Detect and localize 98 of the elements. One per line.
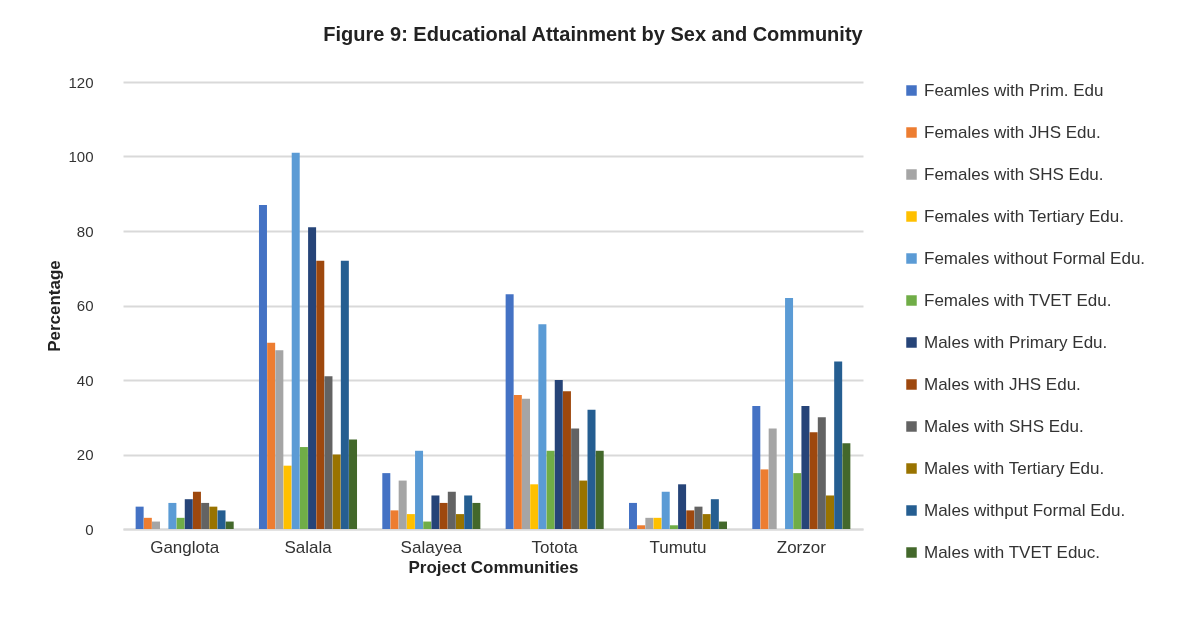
y-tick-label: 100 [68,148,94,165]
bar [283,465,292,529]
bar [258,204,267,529]
bar [645,517,654,529]
bar [505,294,514,529]
bar [464,495,473,529]
bar [455,514,464,529]
bar [562,391,571,529]
bar [793,473,802,529]
legend-label: Males with SHS Edu. [924,416,1084,436]
bar [686,510,695,529]
legend-label: Males with TVET Educ. [924,542,1101,562]
bar [308,227,317,529]
bar [702,514,711,529]
y-tick-label: 40 [76,371,94,389]
legend-label: Males withput Formal Edu. [924,500,1126,520]
bar [316,260,325,529]
bar [152,521,161,529]
bar [628,502,637,529]
bar [801,406,810,529]
bar [587,409,596,529]
bar [530,484,539,529]
bar [168,502,177,529]
x-tick-label: Zorzor [776,537,827,557]
bar [176,517,185,529]
bar [513,394,522,529]
y-axis-title: Percentage [45,260,65,352]
y-tick-label: 60 [76,297,94,314]
bar [415,450,424,529]
bar [546,450,555,529]
bar [439,502,448,529]
y-tick-label: 120 [68,73,94,91]
bar [291,152,300,529]
bar [809,432,818,529]
bar [332,454,341,529]
bar [595,450,604,529]
bar [225,521,234,529]
bar [760,469,769,529]
x-tick-label: Ganglota [150,537,220,557]
bar [842,443,851,529]
bar [653,517,662,529]
y-tick-label: 0 [85,520,94,538]
bar [406,514,415,529]
x-tick-label: Totota [531,537,579,557]
y-tick-label: 20 [76,446,94,463]
bar [637,525,646,529]
x-tick-label: Tumutu [649,537,707,557]
bar [694,506,703,529]
bar [522,398,531,529]
legend-label: Females without Formal Edu. [924,248,1146,268]
bar [217,510,226,529]
bar [538,324,547,529]
bar [678,484,687,529]
legend-label: Feamles with Prim. Edu [924,80,1104,100]
bar [768,428,777,529]
bar [472,502,481,529]
bar [398,480,407,529]
x-tick-label: Salayea [400,537,463,557]
x-axis-title: Project Communities [408,557,579,577]
bar [431,495,440,529]
bar [209,506,218,529]
legend-label: Females with JHS Edu. [924,122,1101,142]
bar [135,506,144,529]
bar [349,439,358,529]
bar [710,499,719,529]
legend-label: Females with Tertiary Edu. [924,206,1124,226]
bar [661,491,670,529]
bar [201,502,210,529]
bar [275,350,284,529]
bar [825,495,834,529]
bar [184,499,193,529]
legend-label: Females with SHS Edu. [924,164,1104,184]
bar [382,473,391,529]
bar [447,491,456,529]
legend-label: Females with TVET Edu. [924,290,1112,310]
bar [834,361,843,529]
bar [817,417,826,529]
bar [423,521,432,529]
legend-label: Males with Tertiary Edu. [924,458,1105,478]
bar [752,406,761,529]
bar [579,480,588,529]
bar [669,525,678,529]
x-tick-label: Salala [284,537,333,557]
y-tick-label: 80 [76,222,94,240]
bar [324,376,333,529]
bar [785,298,794,529]
legend-label: Males with Primary Edu. [924,332,1108,352]
bar [390,510,399,529]
legend-label: Males with JHS Edu. [924,374,1081,394]
bar [571,428,580,529]
bar [143,517,152,529]
bar [267,342,276,529]
bar [340,260,349,529]
bar [554,380,563,529]
chart-title: Figure 9: Educational Attainment by Sex and Community [323,23,864,45]
bar [719,521,728,529]
bar [299,447,308,529]
bar [192,491,201,529]
